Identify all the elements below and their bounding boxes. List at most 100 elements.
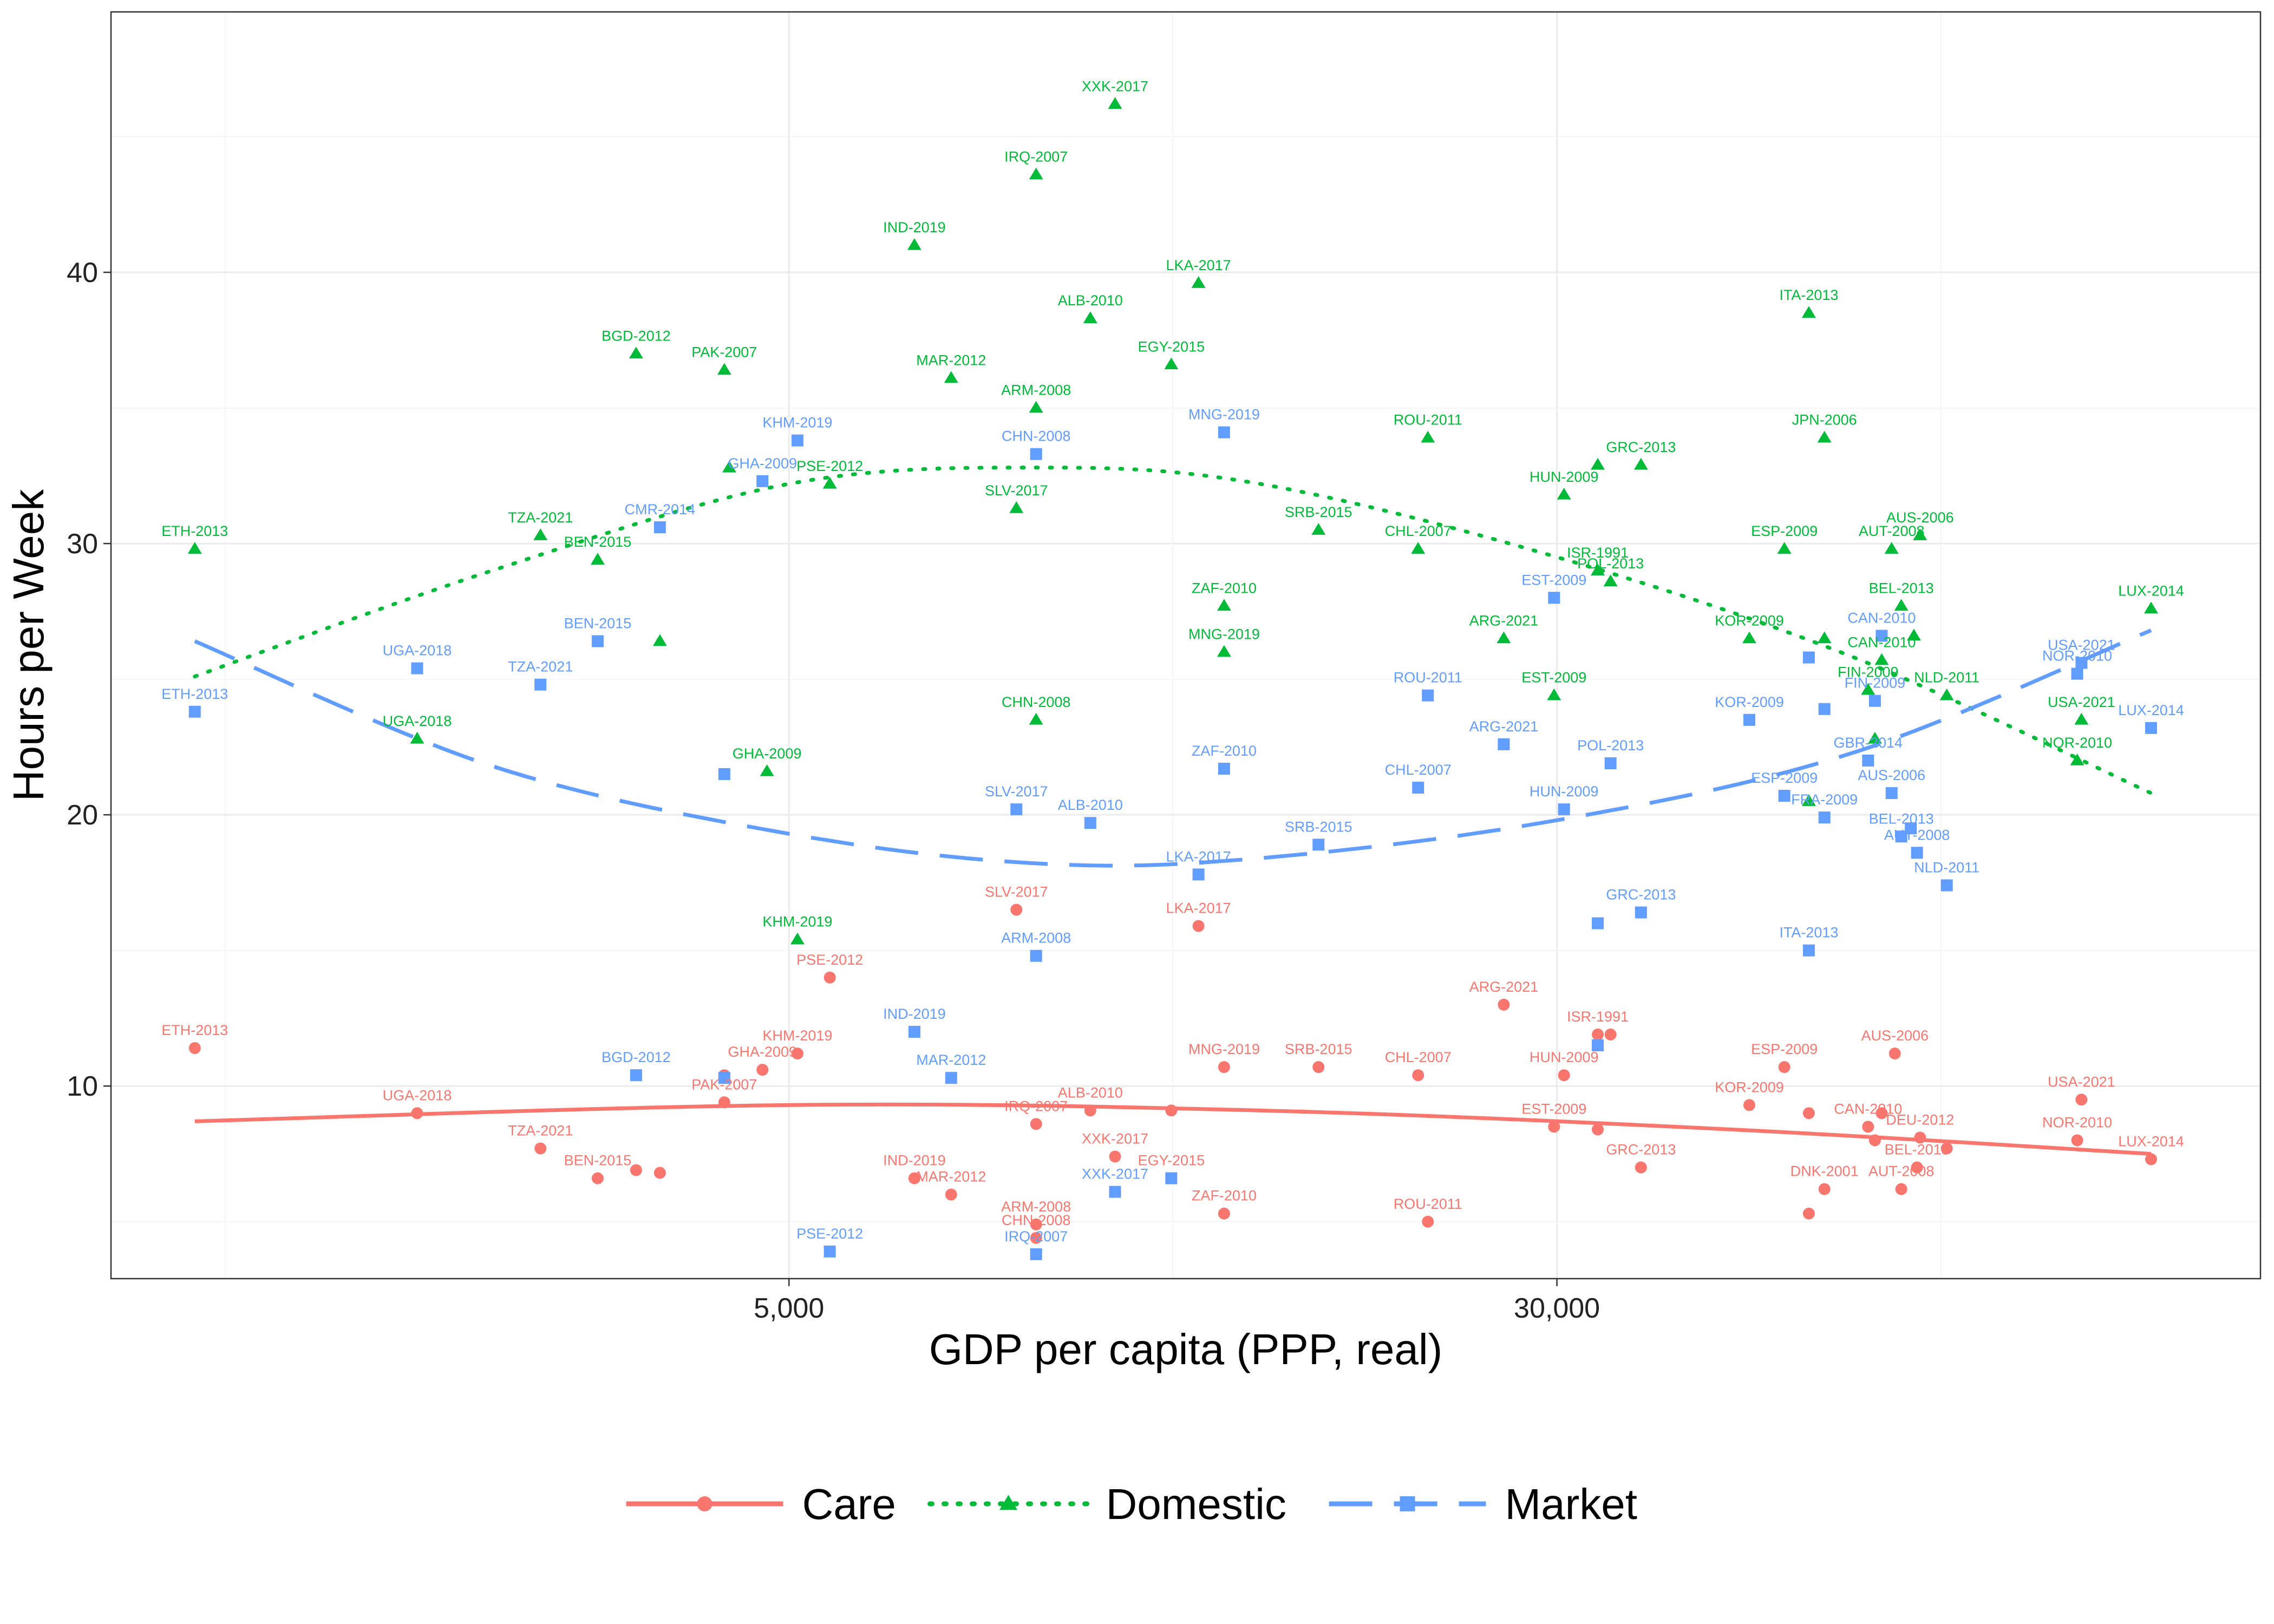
- domestic-data-point: [717, 363, 731, 375]
- market-data-point: [1412, 782, 1424, 794]
- domestic-data-point: [1867, 731, 1882, 744]
- market-point-label: ROU-2011: [1394, 670, 1462, 686]
- care-data-point: [534, 1142, 547, 1155]
- care-point-label: UGA-2018: [383, 1087, 452, 1103]
- domestic-data-point: [1108, 97, 1122, 109]
- care-data-point: [1010, 903, 1023, 916]
- domestic-data-point: [1817, 430, 1832, 443]
- market-point-label: MNG-2019: [1188, 407, 1260, 423]
- market-data-point: [718, 1072, 730, 1084]
- care-data-point: [1030, 1218, 1042, 1230]
- domestic-data-point: [1591, 457, 1605, 470]
- care-data-point: [1743, 1099, 1755, 1111]
- care-data-point: [908, 1172, 920, 1184]
- care-data-point: [2071, 1134, 2083, 1147]
- care-point-label: ALB-2010: [1058, 1084, 1123, 1101]
- market-data-point: [756, 475, 769, 487]
- care-data-point: [718, 1096, 730, 1109]
- market-data-point: [1862, 754, 1874, 767]
- y-tick-label: 30: [67, 528, 98, 560]
- care-data-point: [630, 1164, 642, 1176]
- care-data-point: [1312, 1061, 1325, 1073]
- market-data-point: [1876, 630, 1888, 642]
- care-data-point: [1109, 1150, 1121, 1163]
- domestic-point-label: KOR-2009: [1715, 612, 1784, 628]
- domestic-data-point: [907, 238, 922, 250]
- care-point-label: KHM-2019: [762, 1027, 832, 1044]
- domestic-point-label: CHL-2007: [1385, 523, 1452, 539]
- domestic-point-label: GRC-2013: [1606, 439, 1676, 455]
- domestic-point-label: XXK-2017: [1082, 78, 1148, 94]
- domestic-point-label: NLD-2011: [1914, 670, 1979, 686]
- domestic-point-label: LUX-2014: [2118, 582, 2184, 599]
- care-data-point: [1422, 1215, 1434, 1228]
- care-point-label: LUX-2014: [2118, 1134, 2184, 1150]
- market-data-point: [1778, 790, 1791, 802]
- domestic-point-label: IND-2019: [883, 219, 946, 235]
- axis-layer: 10 20 30 40 5,000 30,000: [67, 257, 1600, 1324]
- domestic-point-label: HUN-2009: [1530, 469, 1599, 485]
- domestic-data-point: [1191, 276, 1206, 288]
- market-data-point: [534, 678, 547, 691]
- care-data-point: [1592, 1029, 1604, 1041]
- market-data-point: [1548, 592, 1560, 604]
- domestic-point-label: CHN-2008: [1002, 694, 1071, 710]
- legend-item-care: Care: [626, 1480, 896, 1528]
- care-point-label: MNG-2019: [1188, 1041, 1260, 1057]
- domestic-point-label: ZAF-2010: [1192, 580, 1257, 596]
- x-axis-title: GDP per capita (PPP, real): [929, 1325, 1443, 1373]
- market-point-label: ETH-2013: [161, 686, 228, 702]
- market-point-label: UGA-2018: [383, 643, 452, 659]
- domestic-data-point: [1547, 688, 1561, 700]
- care-point-label: AUS-2006: [1861, 1027, 1929, 1044]
- market-data-point: [2071, 667, 2083, 680]
- care-point-label: TZA-2021: [508, 1122, 573, 1138]
- domestic-data-point: [1777, 542, 1792, 554]
- domestic-point-label: MNG-2019: [1188, 626, 1260, 643]
- domestic-data-point: [590, 553, 605, 565]
- market-point-label: NLD-2011: [1914, 859, 1979, 875]
- market-point-label: NOR-2010: [2042, 648, 2112, 664]
- domestic-point-label: BGD-2012: [602, 328, 671, 344]
- y-tick-label: 10: [67, 1071, 98, 1102]
- care-data-point: [1604, 1029, 1617, 1041]
- market-point-label: GRC-2013: [1606, 887, 1676, 903]
- market-point-label: MAR-2012: [916, 1052, 986, 1068]
- market-point-label: TZA-2021: [508, 659, 573, 675]
- care-data-point: [1818, 1183, 1831, 1195]
- care-data-point: [2145, 1153, 2158, 1165]
- market-data-point: [791, 434, 803, 447]
- care-data-point: [756, 1064, 769, 1076]
- care-data-point: [1889, 1047, 1901, 1060]
- care-point-label: ARG-2021: [1469, 979, 1539, 995]
- market-point-label: ITA-2013: [1779, 925, 1838, 941]
- domestic-data-point: [629, 346, 643, 359]
- market-data-point: [1030, 448, 1042, 460]
- plot-panel-border: [110, 11, 2262, 1280]
- market-point-label: AUT-2008: [1884, 827, 1950, 843]
- care-point-label: IND-2019: [883, 1152, 946, 1169]
- market-data-point: [1885, 787, 1898, 800]
- domestic-point-label: BEL-2013: [1869, 580, 1934, 596]
- market-point-label: LUX-2014: [2118, 702, 2184, 718]
- care-data-point: [1412, 1069, 1424, 1082]
- y-axis-title: Hours per Week: [4, 489, 53, 802]
- care-data-point: [591, 1172, 604, 1184]
- legend-market-marker: [1400, 1496, 1415, 1511]
- market-point-label: USA-2021: [2048, 637, 2115, 653]
- care-data-point: [791, 1047, 803, 1060]
- care-data-point: [1218, 1061, 1230, 1073]
- market-data-point: [1010, 803, 1023, 816]
- care-point-label: PSE-2012: [796, 952, 863, 968]
- domestic-point-label: AUT-2008: [1859, 523, 1925, 539]
- care-data-point: [1030, 1232, 1042, 1244]
- market-point-label: BGD-2012: [602, 1049, 671, 1065]
- market-data-point: [1218, 762, 1230, 775]
- market-data-point: [945, 1072, 957, 1084]
- domestic-point-label: TZA-2021: [508, 509, 573, 526]
- domestic-point-label: SLV-2017: [985, 482, 1048, 499]
- care-data-point: [1592, 1123, 1604, 1136]
- market-data-point: [1084, 817, 1096, 829]
- care-data-point: [1862, 1121, 1874, 1133]
